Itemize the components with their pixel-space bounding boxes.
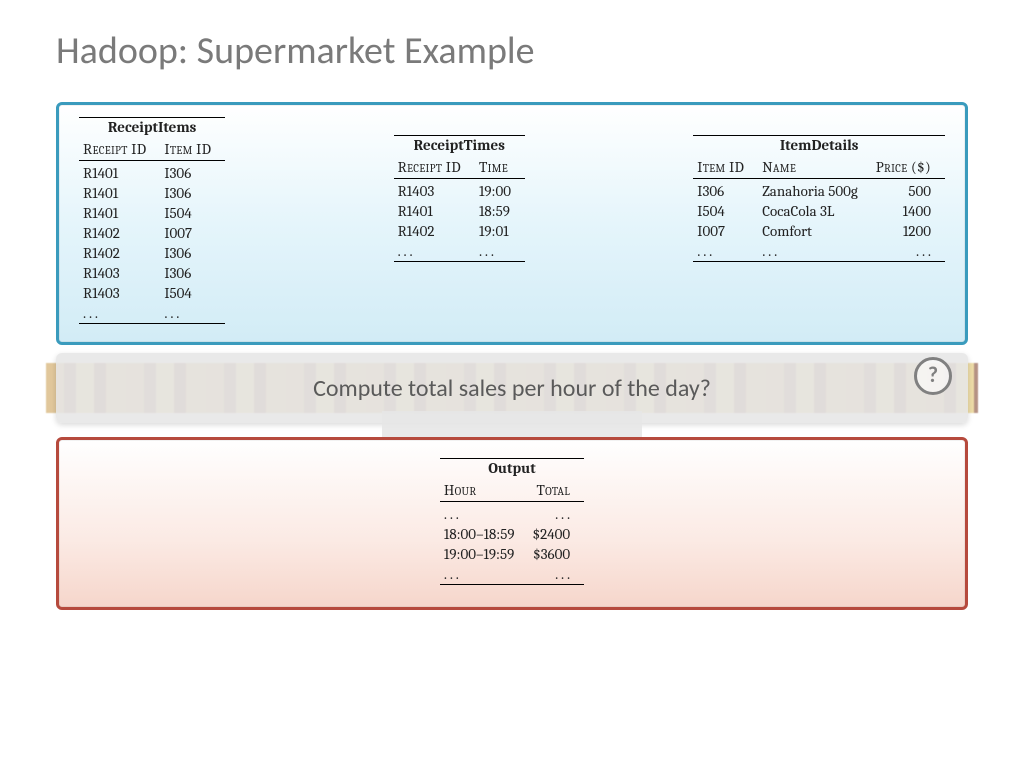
table-body: R140319:00R140118:59R140219:01. . .. . . xyxy=(394,179,525,262)
arrow-down-decor xyxy=(382,411,642,437)
cell: R1402 xyxy=(79,243,160,263)
table-receipt-times: ReceiptTimes Receipt ID Time R140319:00R… xyxy=(394,135,525,262)
cell: . . . xyxy=(529,502,585,525)
cell: 19:00–19:59 xyxy=(440,544,529,564)
table-row: . . .. . .. . . xyxy=(693,241,945,262)
cell: . . . xyxy=(440,502,529,525)
help-icon: ? xyxy=(914,357,952,395)
table-item-details: ItemDetails Item ID Name Price ($) I306Z… xyxy=(693,135,945,262)
cell: I007 xyxy=(160,223,225,243)
table-row: 18:00–18:59$2400 xyxy=(440,524,584,544)
cell: R1402 xyxy=(394,221,475,241)
table-row: R140319:00 xyxy=(394,179,525,202)
cell: I306 xyxy=(160,183,225,203)
cell: 500 xyxy=(872,179,945,202)
cell: R1402 xyxy=(79,223,160,243)
cell: R1403 xyxy=(394,179,475,202)
table-row: R1401I306 xyxy=(79,183,225,203)
table-row: . . .. . . xyxy=(79,303,225,324)
cell: R1401 xyxy=(79,183,160,203)
input-panel: ReceiptItems Receipt ID Item ID R1401I30… xyxy=(56,102,968,345)
table-row: R1401I504 xyxy=(79,203,225,223)
table-row: I007Comfort1200 xyxy=(693,221,945,241)
cell: I007 xyxy=(693,221,758,241)
col-header: Price ($) xyxy=(872,156,945,179)
table-row: . . .. . . xyxy=(440,502,584,525)
table-row: . . .. . . xyxy=(440,564,584,585)
cell: R1403 xyxy=(79,263,160,283)
cell: $2400 xyxy=(529,524,585,544)
col-header: Total xyxy=(529,479,585,502)
cell: I504 xyxy=(160,203,225,223)
table-title: ReceiptItems xyxy=(79,117,225,138)
table-row: R140219:01 xyxy=(394,221,525,241)
col-header: Item ID xyxy=(160,138,225,161)
cell: . . . xyxy=(693,241,758,262)
page-title: Hadoop: Supermarket Example xyxy=(56,28,968,74)
table-row: R1403I306 xyxy=(79,263,225,283)
question-text: Compute total sales per hour of the day? xyxy=(313,374,711,403)
table-row: . . .. . . xyxy=(394,241,525,262)
table-row: R1402I306 xyxy=(79,243,225,263)
table-body: I306Zanahoria 500g500I504CocaCola 3L1400… xyxy=(693,179,945,262)
table-title: Output xyxy=(440,458,584,479)
col-header: Time xyxy=(475,156,525,179)
table-row: I504CocaCola 3L1400 xyxy=(693,201,945,221)
cell: I306 xyxy=(693,179,758,202)
cell: Comfort xyxy=(758,221,872,241)
cell: R1403 xyxy=(79,283,160,303)
output-panel: Output Hour Total . . .. . .18:00–18:59$… xyxy=(56,437,968,610)
col-header: Name xyxy=(758,156,872,179)
cell: 18:59 xyxy=(475,201,525,221)
cell: I306 xyxy=(160,263,225,283)
cell: . . . xyxy=(160,303,225,324)
slide: Hadoop: Supermarket Example ReceiptItems… xyxy=(0,0,1024,768)
table-output: Output Hour Total . . .. . .18:00–18:59$… xyxy=(440,458,584,585)
cell: Zanahoria 500g xyxy=(758,179,872,202)
cell: R1401 xyxy=(394,201,475,221)
cell: . . . xyxy=(440,564,529,585)
cell: . . . xyxy=(394,241,475,262)
cell: 18:00–18:59 xyxy=(440,524,529,544)
cell: 1200 xyxy=(872,221,945,241)
col-header: Receipt ID xyxy=(394,156,475,179)
cell: . . . xyxy=(79,303,160,324)
cell: I306 xyxy=(160,161,225,184)
table-body: . . .. . .18:00–18:59$240019:00–19:59$36… xyxy=(440,502,584,585)
cell: 1400 xyxy=(872,201,945,221)
cell: I504 xyxy=(693,201,758,221)
cell: . . . xyxy=(529,564,585,585)
table-row: R1403I504 xyxy=(79,283,225,303)
cell: . . . xyxy=(758,241,872,262)
cell: 19:00 xyxy=(475,179,525,202)
table-row: I306Zanahoria 500g500 xyxy=(693,179,945,202)
table-receipt-items: ReceiptItems Receipt ID Item ID R1401I30… xyxy=(79,117,225,324)
cell: R1401 xyxy=(79,203,160,223)
question-bar: Compute total sales per hour of the day?… xyxy=(56,353,968,423)
cell: CocaCola 3L xyxy=(758,201,872,221)
table-body: R1401I306R1401I306R1401I504R1402I007R140… xyxy=(79,161,225,324)
table-row: R1402I007 xyxy=(79,223,225,243)
table-title: ReceiptTimes xyxy=(394,135,525,156)
col-header: Hour xyxy=(440,479,529,502)
cell: . . . xyxy=(475,241,525,262)
cell: . . . xyxy=(872,241,945,262)
cell: R1401 xyxy=(79,161,160,184)
col-header: Receipt ID xyxy=(79,138,160,161)
cell: I306 xyxy=(160,243,225,263)
cell: 19:01 xyxy=(475,221,525,241)
cell: I504 xyxy=(160,283,225,303)
col-header: Item ID xyxy=(693,156,758,179)
table-row: R1401I306 xyxy=(79,161,225,184)
table-title: ItemDetails xyxy=(693,135,945,156)
cell: $3600 xyxy=(529,544,585,564)
table-row: 19:00–19:59$3600 xyxy=(440,544,584,564)
table-row: R140118:59 xyxy=(394,201,525,221)
